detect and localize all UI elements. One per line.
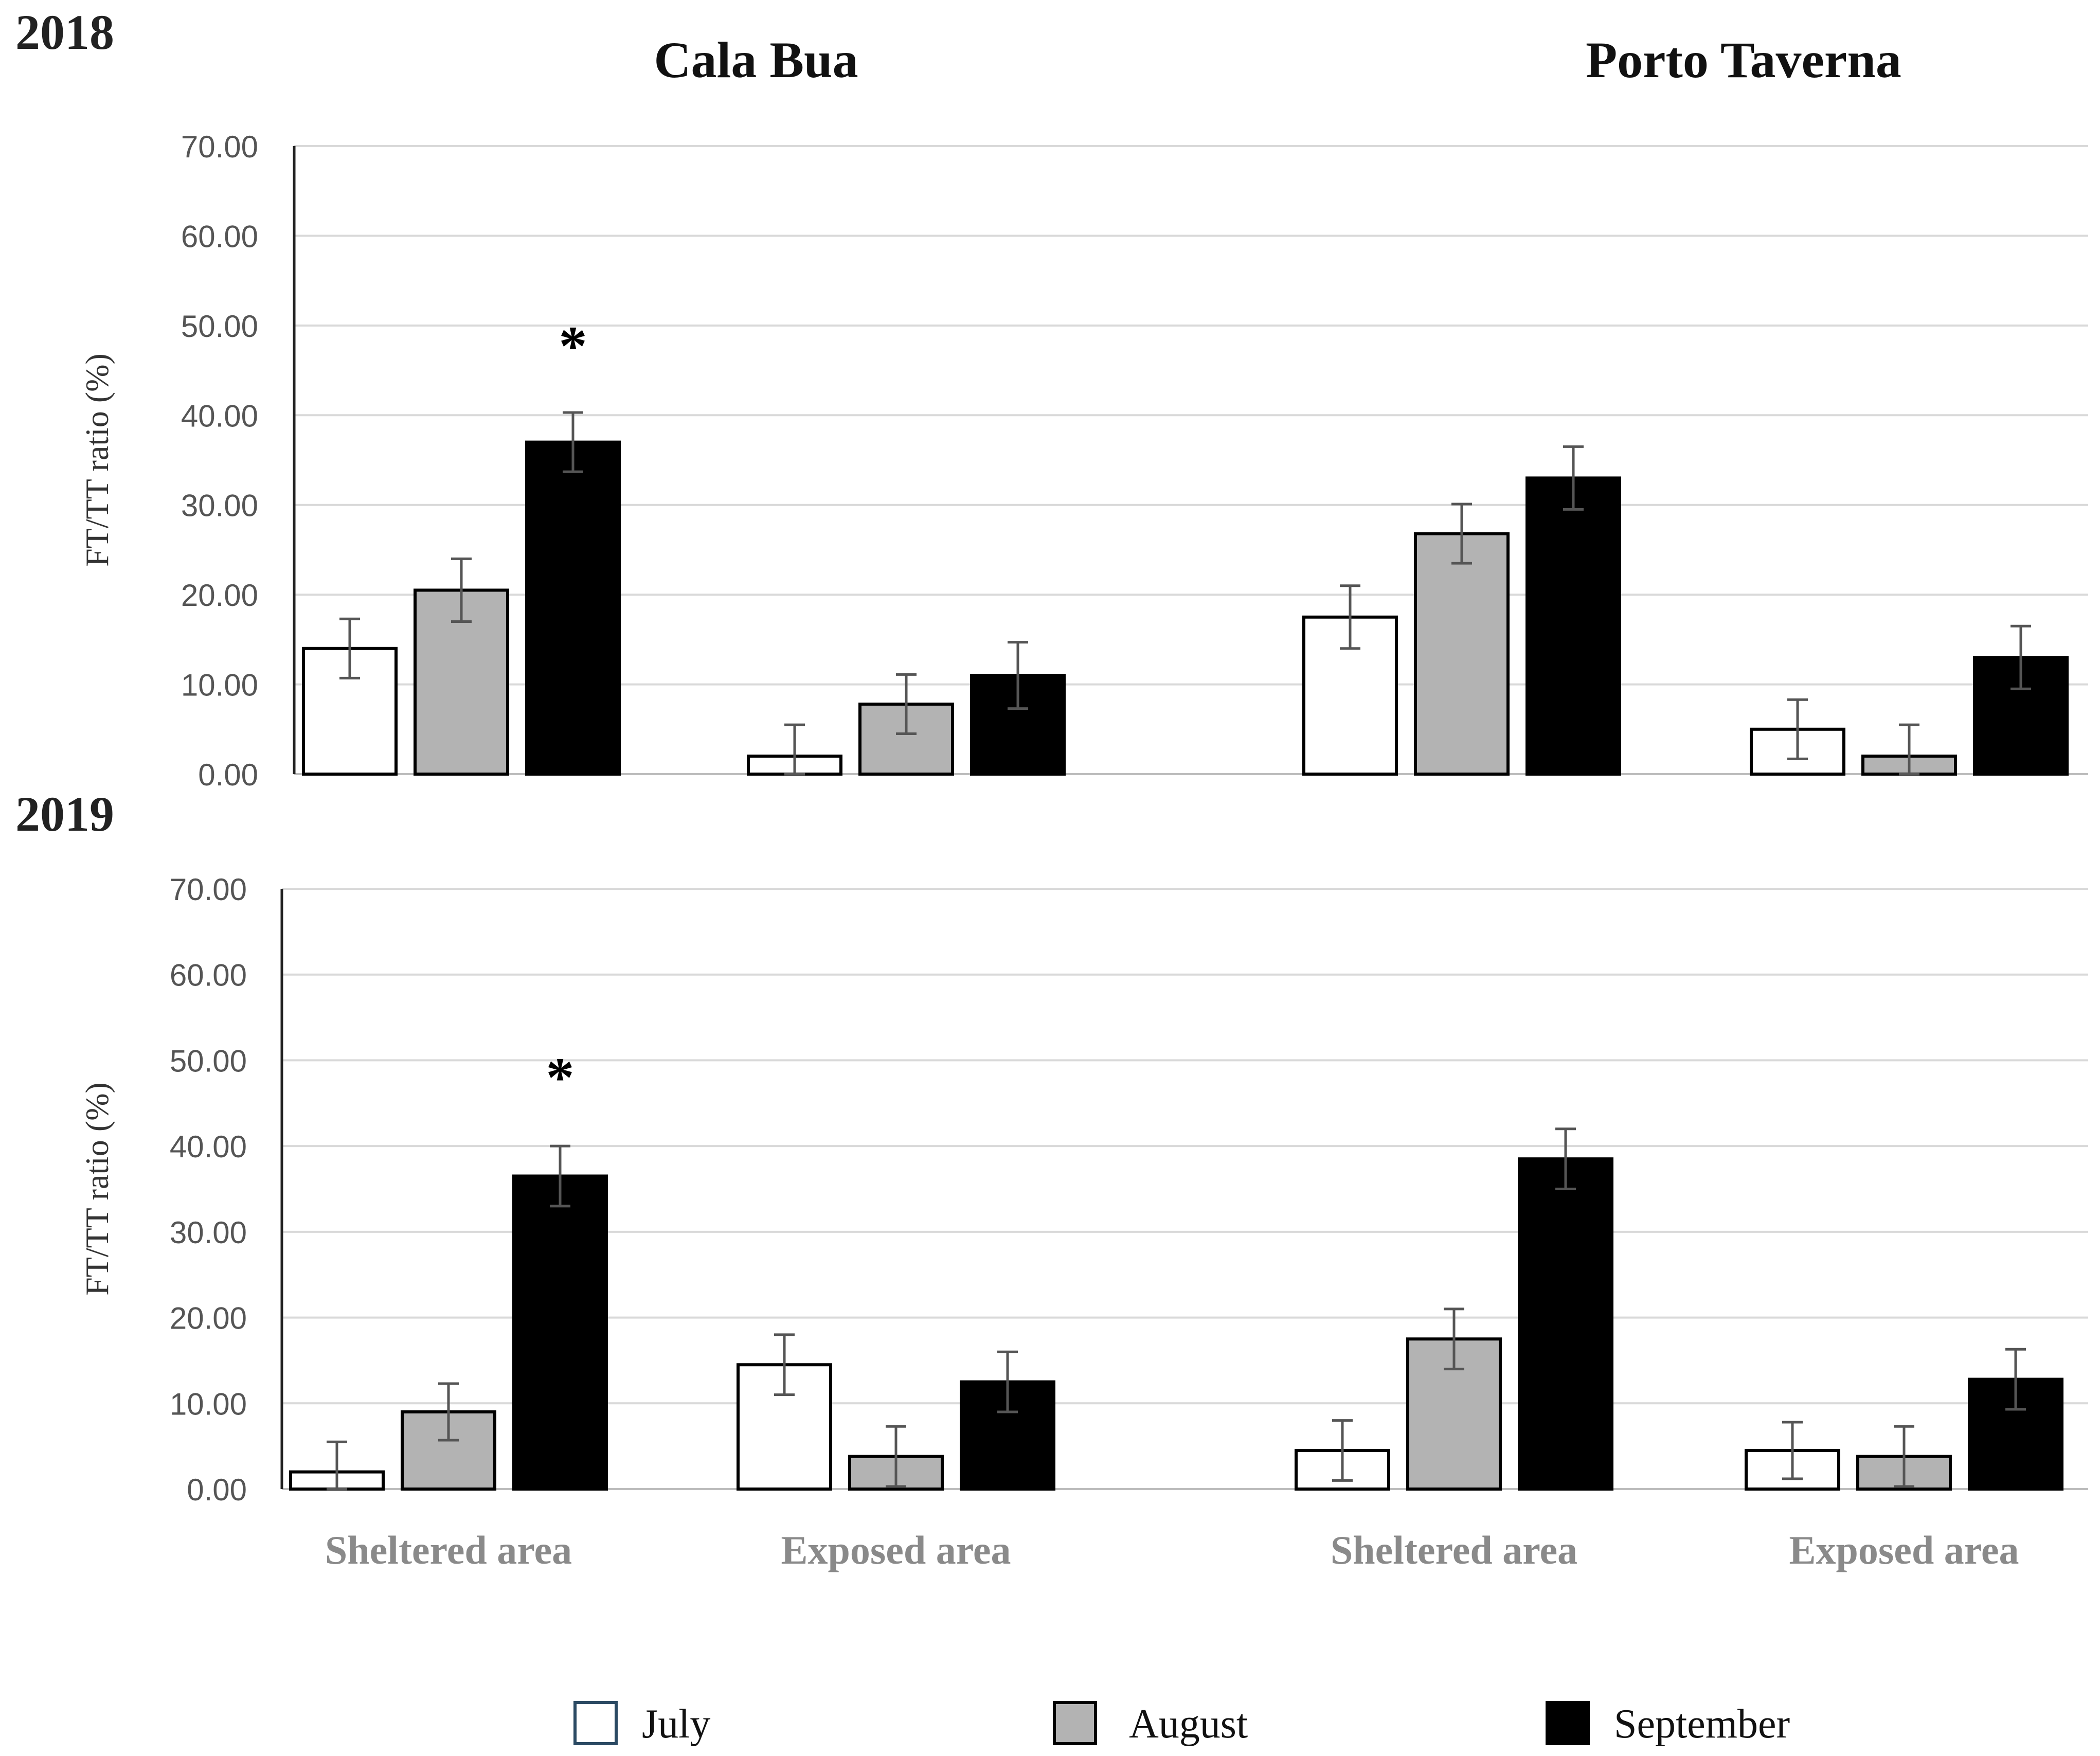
x-category-label: Exposed area (1789, 1528, 2019, 1572)
y-axis-label: FT/TT ratio (%) (79, 1082, 115, 1296)
legend-label-september: September (1614, 1701, 1790, 1747)
y-tick-label: 70.00 (181, 130, 258, 164)
y-tick-label: 10.00 (181, 668, 258, 703)
y-tick-label: 20.00 (181, 578, 258, 613)
labels: 2018 0.00 10.00 20.00 30.00 40.00 50.00 60.00 70… (15, 5, 2019, 1572)
bar-august-2019 (401, 1410, 496, 1491)
x-category-label: Sheltered area (1331, 1528, 1577, 1572)
legend-swatch-july (573, 1701, 618, 1745)
bars (289, 440, 2069, 1491)
y-axis-label: FT/TT ratio (%) (79, 353, 115, 567)
legend-label-july: July (642, 1701, 710, 1747)
panel-year-label-2018: 2018 (15, 5, 114, 60)
legend: July August September (573, 1701, 1790, 1747)
y-tick-label: 0.00 (187, 1473, 247, 1507)
y-tick-label: 70.00 (170, 872, 247, 907)
bar-september-2018 (525, 440, 621, 776)
significance-asterisk: * (559, 315, 587, 378)
y-tick-label: 50.00 (181, 309, 258, 344)
bar-september-2019 (1518, 1157, 1613, 1491)
y-tick-label: 40.00 (170, 1130, 247, 1164)
x-category-label: Sheltered area (325, 1528, 572, 1572)
y-tick-label: 20.00 (170, 1301, 247, 1336)
error-bars (327, 411, 2031, 1491)
bar-august-2018 (1414, 532, 1510, 776)
bar-september-2019 (512, 1174, 608, 1491)
legend-label-august: August (1129, 1701, 1248, 1747)
legend-swatch-september (1546, 1701, 1590, 1745)
significance-asterisk: * (546, 1046, 575, 1108)
y-tick-label: 40.00 (181, 399, 258, 433)
y-tick-label: 60.00 (181, 219, 258, 254)
site-title: Porto Taverna (1586, 31, 1901, 88)
y-tick-label: 60.00 (170, 958, 247, 993)
site-title: Cala Bua (654, 31, 858, 88)
y-tick-label: 30.00 (181, 489, 258, 523)
y-tick-label: 50.00 (170, 1044, 247, 1078)
bar-september-2018 (1525, 476, 1621, 776)
axes (280, 146, 296, 1489)
y-tick-label: 30.00 (170, 1215, 247, 1250)
legend-swatch-august (1053, 1701, 1097, 1745)
panel-year-label-2019: 2019 (15, 786, 114, 841)
x-category-label: Exposed area (781, 1528, 1011, 1572)
y-tick-label: 10.00 (170, 1387, 247, 1421)
y-tick-label: 0.00 (198, 758, 258, 792)
